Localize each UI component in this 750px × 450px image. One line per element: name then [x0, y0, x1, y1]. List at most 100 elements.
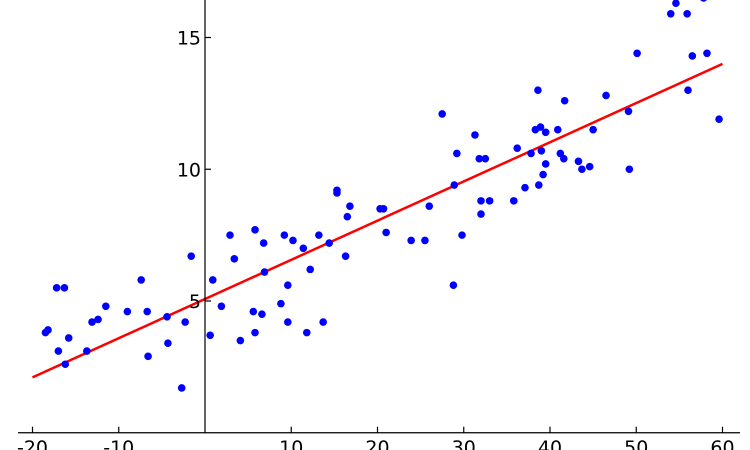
data-point [458, 231, 466, 239]
data-point [382, 228, 390, 237]
data-point [688, 52, 697, 60]
y-tick-label: 5 [189, 291, 201, 313]
data-point [481, 154, 490, 163]
data-point [541, 128, 550, 137]
data-point [299, 244, 308, 253]
data-point [319, 318, 327, 326]
data-point [177, 384, 186, 392]
x-tick-label: 10 [279, 437, 303, 450]
data-point [574, 157, 583, 166]
data-point [539, 170, 547, 179]
data-point [251, 328, 259, 337]
x-tick-label: 30 [452, 437, 476, 450]
y-tick-label: 10 [177, 159, 201, 181]
y-ticks-layer: 5 10 15 [177, 28, 211, 313]
axes-layer [18, 0, 740, 434]
data-point [407, 236, 415, 245]
data-point [684, 86, 692, 94]
data-point [94, 315, 102, 324]
data-point [277, 299, 285, 308]
data-point [585, 162, 594, 171]
data-point [700, 0, 707, 2]
data-point [477, 197, 485, 205]
data-point [453, 149, 461, 158]
data-point [280, 231, 289, 239]
data-point [181, 318, 189, 326]
data-point [513, 144, 522, 152]
data-point [553, 125, 562, 134]
x-tick-label: 60 [710, 437, 734, 450]
data-point [602, 91, 610, 100]
data-point [230, 255, 239, 263]
data-point [236, 336, 245, 345]
data-point [52, 284, 61, 292]
data-point [88, 318, 96, 326]
data-point [64, 334, 73, 342]
data-point [485, 197, 494, 205]
data-point [527, 149, 535, 158]
data-point [83, 347, 91, 355]
data-point [521, 183, 529, 192]
data-point [54, 347, 63, 355]
data-point [284, 281, 292, 289]
data-point [333, 189, 341, 197]
data-point [102, 302, 110, 311]
data-point [541, 160, 550, 168]
data-point [450, 181, 459, 189]
data-point [666, 9, 675, 18]
x-tick-label: 40 [538, 437, 562, 450]
data-point [60, 284, 69, 292]
x-ticks-layer: -20 -10 10 20 30 40 50 60 [17, 426, 735, 450]
x-tick-label: 20 [365, 437, 389, 450]
data-point [672, 0, 680, 8]
data-point [534, 86, 542, 94]
data-point [421, 236, 429, 245]
data-point [536, 123, 545, 131]
data-point [187, 252, 195, 261]
data-point [284, 318, 292, 326]
data-point [260, 268, 269, 276]
data-point [325, 239, 334, 247]
data-point [560, 96, 569, 105]
regression-line [31, 62, 724, 379]
data-point [123, 307, 132, 316]
data-point [289, 236, 297, 245]
data-point [475, 154, 484, 163]
data-point [343, 212, 352, 221]
data-point [683, 9, 691, 18]
data-point [534, 181, 543, 189]
data-point [703, 49, 711, 58]
data-point [477, 210, 485, 218]
data-point [61, 360, 70, 369]
data-point [249, 307, 258, 316]
data-point [258, 310, 266, 318]
data-point [560, 154, 568, 163]
y-tick-label: 15 [177, 28, 201, 50]
data-point [302, 328, 311, 337]
data-point [226, 231, 234, 239]
data-point [137, 276, 145, 284]
data-point [208, 276, 217, 284]
data-point [217, 302, 226, 311]
data-point [425, 202, 434, 210]
data-point [143, 307, 152, 316]
data-point [471, 131, 479, 139]
data-point [633, 49, 641, 58]
data-point [44, 326, 52, 334]
data-point [341, 252, 350, 261]
data-point [624, 107, 633, 116]
data-point [449, 281, 458, 289]
data-point [251, 226, 259, 234]
data-point [164, 339, 172, 347]
data-point [715, 115, 723, 123]
data-points-layer [41, 0, 723, 392]
data-point [163, 313, 171, 321]
x-tick-label: 50 [624, 437, 648, 450]
data-point [625, 165, 634, 174]
data-point [315, 231, 323, 239]
regression-line-layer [31, 62, 724, 379]
data-point [259, 239, 268, 247]
data-point [379, 204, 388, 213]
x-tick-label: -10 [103, 437, 134, 450]
